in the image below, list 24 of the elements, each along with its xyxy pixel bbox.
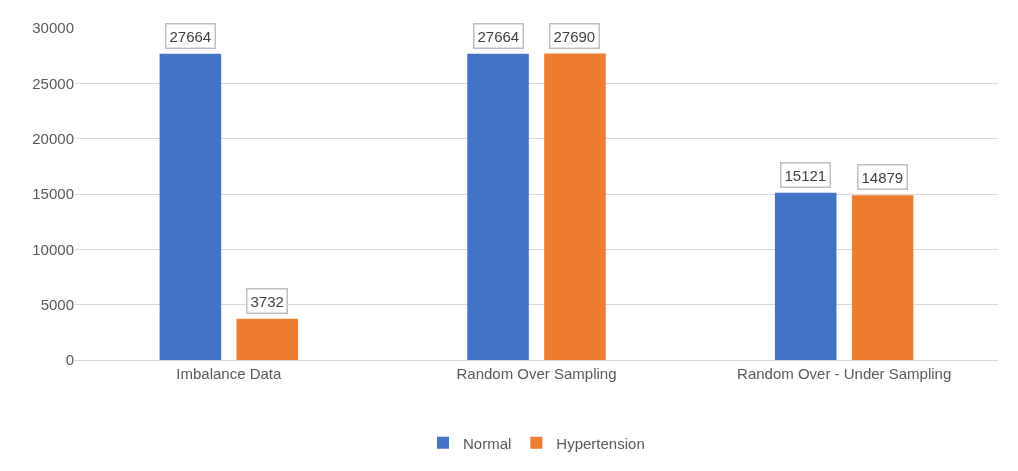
data-label: 27690: [553, 27, 596, 45]
x-tick-label: Random Over Sampling: [456, 365, 617, 382]
y-tick-label: 20000: [32, 129, 74, 147]
y-tick-label: 25000: [32, 74, 74, 92]
y-tick-label: 0: [65, 351, 74, 369]
y-tick-label: 30000: [32, 19, 74, 37]
data-label: 3732: [250, 292, 284, 310]
bar: [851, 195, 914, 360]
bar: [774, 192, 837, 360]
data-label: 27664: [477, 27, 520, 45]
y-tick-label: 10000: [32, 240, 74, 258]
bar: [236, 318, 299, 360]
y-tick-label: 15000: [32, 185, 74, 203]
bar: [159, 53, 222, 360]
legend-label: Normal: [463, 434, 512, 452]
data-label: 15121: [784, 166, 827, 184]
bar: [544, 53, 606, 360]
y-tick-label: 5000: [40, 295, 74, 313]
bar: [467, 53, 529, 360]
data-label: 27664: [169, 27, 212, 45]
x-tick-label: Random Over - Under Sampling: [737, 365, 952, 382]
data-label: 14879: [861, 168, 904, 186]
x-tick-label: Imbalance Data: [176, 365, 283, 382]
legend-label: Hypertension: [556, 434, 645, 452]
